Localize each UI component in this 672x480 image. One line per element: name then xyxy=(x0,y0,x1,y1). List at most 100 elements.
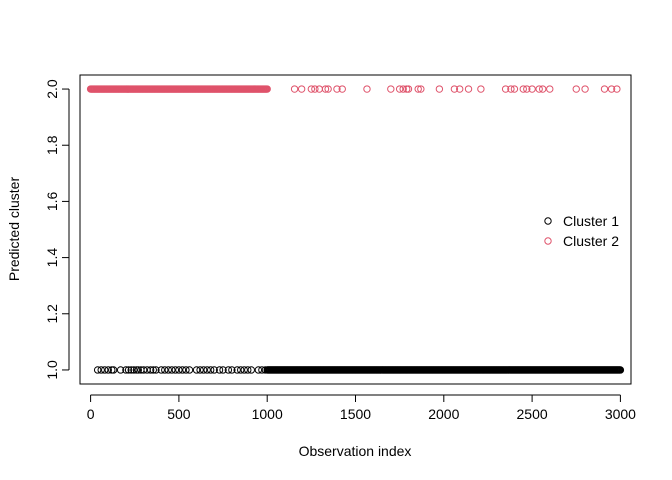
data-point-cluster-2 xyxy=(607,85,616,93)
data-point-cluster-1 xyxy=(146,366,155,374)
data-point-cluster-1 xyxy=(152,366,160,374)
data-point-cluster-2 xyxy=(404,85,413,93)
data-point-cluster-1 xyxy=(93,366,102,374)
data-point-cluster-1 xyxy=(161,366,169,374)
data-point-cluster-1 xyxy=(109,366,118,374)
data-point-cluster-1 xyxy=(182,366,190,374)
y-tick-label: 1.0 xyxy=(44,360,60,380)
y-axis-label: Predicted cluster xyxy=(6,177,22,282)
data-point-cluster-1 xyxy=(139,366,148,374)
data-point-cluster-1 xyxy=(254,366,263,374)
data-point-cluster-2 xyxy=(311,85,319,93)
data-point-cluster-1 xyxy=(168,366,176,374)
y-tick-label: 2.0 xyxy=(44,79,60,99)
data-point-cluster-1 xyxy=(206,366,215,374)
data-point-cluster-1 xyxy=(134,366,142,374)
data-point-cluster-1 xyxy=(199,366,208,374)
data-point-cluster-2 xyxy=(510,85,519,93)
x-tick-label: 2500 xyxy=(517,406,548,422)
data-point-cluster-2 xyxy=(297,85,306,93)
legend: Cluster 1 Cluster 2 xyxy=(544,213,619,249)
x-tick-label: 3000 xyxy=(605,406,636,422)
points-layer xyxy=(86,85,625,374)
data-point-cluster-1 xyxy=(203,366,211,374)
y-tick-label: 1.6 xyxy=(44,191,60,211)
y-tick-label: 1.8 xyxy=(44,135,60,155)
data-point-cluster-2 xyxy=(464,85,473,93)
data-point-cluster-2 xyxy=(395,85,404,93)
x-tick-label: 2000 xyxy=(428,406,459,422)
data-point-cluster-1 xyxy=(240,366,248,374)
data-point-cluster-1 xyxy=(185,366,194,374)
data-point-cluster-1 xyxy=(97,366,105,374)
data-point-cluster-1 xyxy=(175,366,183,374)
legend-marker-cluster-2 xyxy=(544,237,552,245)
data-point-cluster-1 xyxy=(149,366,157,374)
data-point-cluster-1 xyxy=(116,366,125,374)
data-point-cluster-1 xyxy=(104,366,112,374)
data-point-cluster-1 xyxy=(228,366,236,374)
data-point-cluster-1 xyxy=(215,366,224,374)
data-point-cluster-1 xyxy=(233,366,241,374)
data-point-cluster-1 xyxy=(171,366,180,374)
data-point-cluster-2 xyxy=(435,85,444,93)
data-point-cluster-1 xyxy=(192,366,201,374)
x-tick-label: 0 xyxy=(87,406,95,422)
data-point-cluster-1 xyxy=(247,366,256,374)
data-point-cluster-1 xyxy=(210,366,218,374)
y-tick-label: 1.4 xyxy=(44,248,60,268)
x-tick-label: 1500 xyxy=(340,406,371,422)
data-point-cluster-2 xyxy=(456,85,464,93)
data-point-cluster-2 xyxy=(363,85,371,93)
data-point-cluster-2 xyxy=(387,85,395,93)
x-tick-label: 1000 xyxy=(252,406,283,422)
data-point-cluster-1 xyxy=(101,366,109,374)
data-point-cluster-1 xyxy=(196,366,204,374)
y-tick-label: 1.2 xyxy=(44,304,60,324)
data-point-cluster-2 xyxy=(290,85,299,93)
data-point-cluster-2 xyxy=(307,85,316,93)
data-point-cluster-1 xyxy=(244,366,252,374)
data-point-cluster-2 xyxy=(315,85,323,93)
data-point-cluster-1 xyxy=(258,366,266,374)
data-point-cluster-1 xyxy=(616,366,625,374)
data-point-cluster-1 xyxy=(157,366,165,374)
data-point-cluster-2 xyxy=(507,85,515,93)
data-point-cluster-2 xyxy=(613,85,621,93)
data-point-cluster-1 xyxy=(261,366,270,374)
data-point-cluster-1 xyxy=(127,366,135,374)
data-point-cluster-2 xyxy=(263,85,271,93)
data-point-cluster-1 xyxy=(124,366,133,374)
data-point-cluster-2 xyxy=(581,85,589,93)
data-point-cluster-2 xyxy=(546,85,554,93)
data-point-cluster-2 xyxy=(321,85,330,93)
data-point-cluster-1 xyxy=(164,366,173,374)
legend-label-cluster-1: Cluster 1 xyxy=(563,213,619,229)
x-tick-label: 500 xyxy=(167,406,191,422)
data-point-cluster-1 xyxy=(237,366,245,374)
data-point-cluster-2 xyxy=(417,85,425,93)
data-point-cluster-2 xyxy=(338,85,346,93)
data-point-cluster-2 xyxy=(414,85,422,93)
data-point-cluster-2 xyxy=(535,85,543,93)
x-axis: 0 500 1000 1500 2000 2500 3000 xyxy=(87,394,636,422)
data-point-cluster-2 xyxy=(519,85,527,93)
legend-label-cluster-2: Cluster 2 xyxy=(563,233,619,249)
data-point-cluster-2 xyxy=(450,85,459,93)
plot-frame xyxy=(79,74,632,385)
data-point-cluster-2 xyxy=(477,85,485,93)
data-point-cluster-2 xyxy=(501,85,510,93)
data-point-cluster-1 xyxy=(130,366,138,374)
legend-marker-cluster-1 xyxy=(544,217,552,225)
data-point-cluster-2 xyxy=(539,85,547,93)
data-point-cluster-1 xyxy=(122,366,130,374)
data-point-cluster-2 xyxy=(572,85,580,93)
data-point-cluster-2 xyxy=(333,85,341,93)
data-point-cluster-1 xyxy=(178,366,187,374)
y-axis: 1.0 1.2 1.4 1.6 1.8 2.0 xyxy=(44,79,70,380)
data-point-cluster-2 xyxy=(600,85,609,93)
data-point-cluster-2 xyxy=(399,85,407,93)
data-point-cluster-2 xyxy=(523,85,531,93)
data-point-cluster-1 xyxy=(219,366,227,374)
